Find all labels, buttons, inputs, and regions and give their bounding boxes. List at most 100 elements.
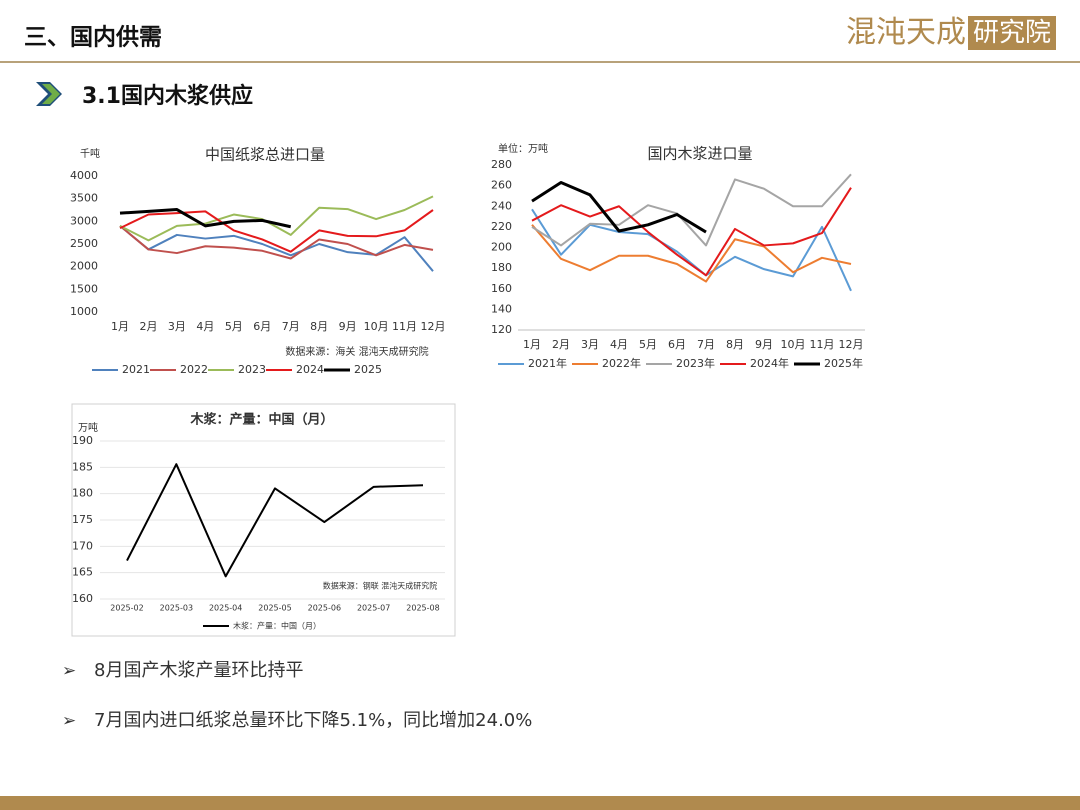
y-tick-label: 165 [72,566,93,579]
logo-left: 混沌天成 [846,15,966,50]
y-tick-label: 4000 [70,169,98,182]
bullet-glyph: ➢ [62,661,76,681]
logo-right: 研究院 [973,18,1051,48]
section-arrow-inner [42,84,60,104]
legend-label: 2021 [122,363,150,376]
y-tick-label: 175 [72,513,93,526]
chart-title: 中国纸浆总进口量 [205,146,325,164]
x-tick-label: 2025-03 [160,604,193,613]
series-line [531,173,852,247]
source-note: 数据来源：钢联 混沌天成研究院 [323,581,438,591]
x-tick-label: 2025-08 [406,604,439,613]
x-tick-label: 7月 [697,338,715,351]
x-tick-label: 11月 [392,320,417,333]
series-line [119,208,292,229]
header-rule [0,61,1080,63]
chart-title: 国内木浆进口量 [647,145,752,163]
legend-label: 2022 [180,363,208,376]
series-line [531,224,852,283]
legend-label: 木浆：产量：中国（月） [233,621,321,631]
y-tick-label: 220 [491,220,512,233]
y-tick-label: 180 [491,261,512,274]
y-tick-label: 1000 [70,305,98,318]
x-tick-label: 8月 [310,320,328,333]
y-tick-label: 160 [491,282,512,295]
x-tick-label: 6月 [668,338,686,351]
x-tick-label: 2025-02 [110,604,143,613]
legend-label: 2023年 [676,356,715,370]
y-tick-label: 3000 [70,214,98,227]
legend-label: 2022年 [602,356,641,370]
legend-label: 2021年 [528,356,567,370]
y-tick-label: 240 [491,199,512,212]
y-axis-label: 单位：万吨 [498,142,548,155]
x-tick-label: 2025-04 [209,604,242,613]
bullet: 8月国产木浆产量环比持平 [94,660,303,681]
x-tick-label: 11月 [810,338,835,351]
y-tick-label: 140 [491,302,512,315]
x-tick-label: 3月 [581,338,599,351]
y-tick-label: 120 [491,323,512,336]
y-tick-label: 185 [72,460,93,473]
y-tick-label: 2000 [70,260,98,273]
legend-label: 2024 [296,363,324,376]
footer-bar [0,796,1080,810]
y-tick-label: 200 [491,241,512,254]
x-tick-label: 12月 [421,320,446,333]
y-axis-label: 千吨 [80,147,100,160]
y-tick-label: 190 [72,434,93,447]
x-tick-label: 10月 [781,338,806,351]
series-line [119,209,434,253]
x-tick-label: 5月 [225,320,243,333]
legend-label: 2025 [354,363,382,376]
y-tick-label: 280 [491,158,512,171]
y-axis-label: 万吨 [78,421,98,434]
x-tick-label: 4月 [610,338,628,351]
series-line [531,208,852,292]
x-tick-label: 7月 [282,320,300,333]
series-line [119,225,434,260]
series-line [126,463,424,578]
y-tick-label: 3500 [70,192,98,205]
x-tick-label: 3月 [168,320,186,333]
x-tick-label: 9月 [339,320,357,333]
x-tick-label: 2月 [552,338,570,351]
y-tick-label: 1500 [70,282,98,295]
y-tick-label: 260 [491,179,512,192]
y-tick-label: 2500 [70,237,98,250]
x-tick-label: 4月 [196,320,214,333]
x-tick-label: 1月 [111,320,129,333]
x-tick-label: 2025-07 [357,604,390,613]
bullet: 7月国内进口纸浆总量环比下降5.1%，同比增加24.0% [94,710,532,731]
section-title: 3.1国内木浆供应 [82,83,253,109]
x-tick-label: 9月 [755,338,773,351]
y-tick-label: 160 [72,592,93,605]
bullet-glyph: ➢ [62,711,76,731]
section-arrow [36,82,62,106]
y-tick-label: 170 [72,539,93,552]
legend-label: 2024年 [750,356,789,370]
x-tick-label: 5月 [639,338,657,351]
header-title: 三、国内供需 [24,24,162,51]
chart3-frame [71,403,456,637]
x-tick-label: 2025-06 [308,604,341,613]
x-tick-label: 8月 [726,338,744,351]
legend-label: 2023 [238,363,266,376]
x-tick-label: 2月 [139,320,157,333]
legend-label: 2025年 [824,356,863,370]
x-tick-label: 12月 [839,338,864,351]
x-tick-label: 1月 [523,338,541,351]
series-line [531,187,852,277]
series-line [531,181,707,234]
source-note: 数据来源：海关 混沌天成研究院 [285,345,428,358]
x-tick-label: 2025-05 [258,604,291,613]
x-tick-label: 10月 [364,320,389,333]
x-tick-label: 6月 [253,320,271,333]
series-line [119,195,434,242]
series-line [119,225,434,272]
y-tick-label: 180 [72,487,93,500]
logo-box [968,16,1056,50]
chart-title: 木浆：产量：中国（月） [189,412,333,428]
